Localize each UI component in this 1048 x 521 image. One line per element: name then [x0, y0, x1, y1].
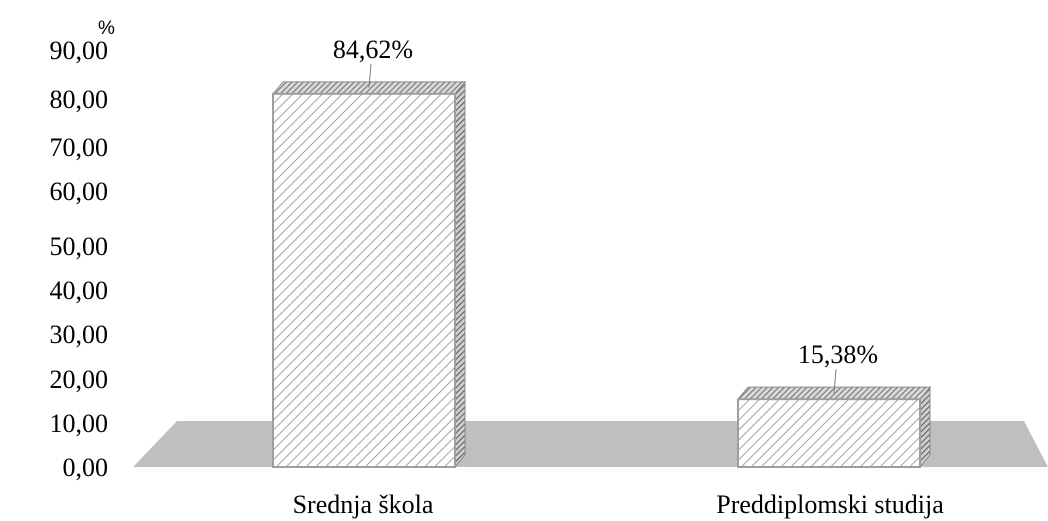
y-tick-label-7: 70,00: [50, 133, 109, 162]
y-unit-label: %: [98, 18, 115, 39]
bar-0-side: [454, 80, 466, 469]
y-axis: 0,00 10,00 20,00 30,00 40,00 50,00 60,00…: [50, 18, 116, 482]
category-label-1: Preddiplomski studija: [716, 490, 944, 519]
y-tick-label-5: 50,00: [50, 232, 109, 261]
y-tick-label-9: 90,00: [50, 36, 109, 65]
bar-0: [271, 80, 467, 469]
y-tick-label-3: 30,00: [50, 320, 109, 349]
data-label-1: 15,38%: [798, 340, 878, 369]
bar-1: [736, 385, 932, 469]
y-tick-label-6: 60,00: [50, 177, 109, 206]
y-tick-label-1: 10,00: [50, 409, 109, 438]
labels: 84,62% Srednja škola 15,38% Preddiplomski s…: [293, 35, 945, 519]
data-label-leader-1: [833, 369, 837, 394]
bar-1-front: [737, 398, 921, 468]
category-label-0: Srednja škola: [293, 490, 434, 519]
y-tick-label-2: 20,00: [50, 365, 109, 394]
bar-1-side: [919, 385, 931, 469]
data-label-0: 84,62%: [333, 35, 413, 64]
y-tick-label-8: 80,00: [50, 85, 109, 114]
bars: [271, 80, 932, 469]
y-tick-label-0: 0,00: [63, 453, 109, 482]
bar-0-front: [272, 92, 456, 468]
data-label-leader-0: [368, 63, 372, 88]
y-tick-label-4: 40,00: [50, 276, 109, 305]
